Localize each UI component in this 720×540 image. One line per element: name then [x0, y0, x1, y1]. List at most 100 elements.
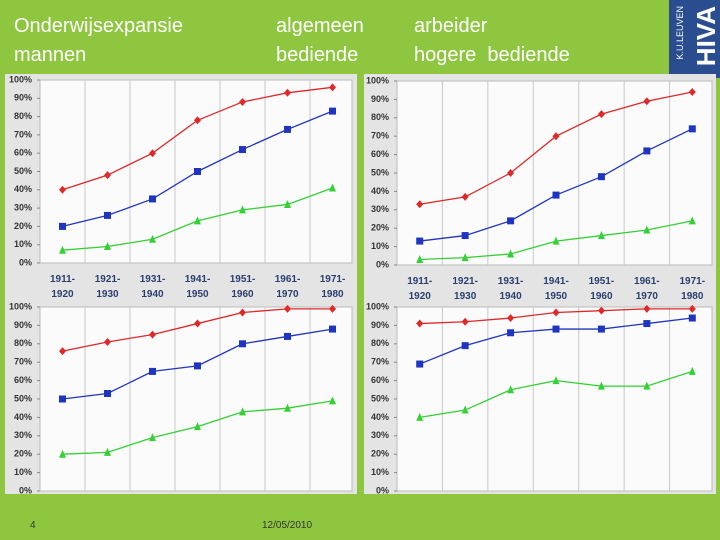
- marker: [329, 83, 336, 92]
- y-tick-label: 90%: [371, 320, 389, 330]
- plot-area: [396, 306, 713, 492]
- marker: [688, 216, 696, 225]
- y-tick-label: 40%: [14, 184, 32, 194]
- y-tick-label: 10%: [14, 467, 32, 477]
- marker: [104, 337, 111, 346]
- plot-area: [39, 306, 353, 492]
- marker: [597, 110, 605, 119]
- slide-title: Onderwijsexpansie mannen: [14, 12, 183, 70]
- marker: [284, 304, 291, 313]
- marker: [59, 222, 66, 230]
- label-line: bediende: [276, 44, 359, 66]
- y-tick-label: 80%: [371, 338, 389, 348]
- y-tick-label: 70%: [371, 131, 389, 141]
- y-tick-label: 30%: [14, 202, 32, 212]
- marker: [416, 200, 424, 209]
- logo: HIVA K.U.LEUVEN: [669, 0, 720, 78]
- marker: [597, 306, 605, 315]
- marker: [552, 132, 560, 141]
- marker: [552, 325, 560, 333]
- marker: [688, 88, 696, 97]
- marker: [688, 366, 696, 375]
- y-tick-label: 20%: [14, 449, 32, 459]
- marker: [643, 225, 651, 234]
- marker: [239, 97, 246, 106]
- label-line: algemeen: [276, 15, 364, 37]
- marker: [59, 347, 66, 356]
- marker: [149, 195, 156, 203]
- marker: [329, 107, 336, 115]
- header-label: algemeen bediende: [276, 12, 364, 70]
- y-tick-label: 80%: [14, 111, 32, 121]
- marker: [329, 304, 336, 313]
- marker: [149, 433, 156, 442]
- marker: [284, 199, 291, 208]
- marker: [507, 249, 515, 258]
- y-tick-label: 0%: [19, 257, 32, 267]
- marker: [239, 146, 246, 154]
- x-tick-label: 1961-1970: [634, 276, 660, 302]
- marker: [284, 88, 291, 97]
- marker: [329, 396, 336, 405]
- marker: [507, 169, 515, 177]
- x-tick-label: 1951-1960: [229, 274, 256, 300]
- y-tick-label: 50%: [371, 393, 389, 403]
- marker: [104, 389, 111, 397]
- page-number: 4: [30, 520, 36, 531]
- marker: [461, 405, 469, 414]
- marker: [194, 319, 201, 328]
- y-tick-label: 10%: [371, 467, 389, 477]
- marker: [194, 362, 201, 370]
- marker: [239, 407, 246, 416]
- marker: [194, 116, 201, 125]
- marker: [194, 422, 201, 431]
- label-line: arbeider: [414, 15, 488, 37]
- marker: [59, 245, 66, 254]
- x-tick-label: 1941-1950: [543, 276, 569, 302]
- title-line: Onderwijsexpansie: [14, 15, 183, 37]
- x-tick-label: 1921-1930: [452, 276, 478, 302]
- y-tick-label: 50%: [14, 393, 32, 403]
- marker: [416, 237, 424, 245]
- y-tick-label: 70%: [371, 357, 389, 367]
- y-tick-label: 30%: [14, 430, 32, 440]
- marker: [461, 342, 469, 350]
- marker: [416, 412, 424, 421]
- x-tick-label: 1951-1960: [588, 276, 615, 302]
- y-tick-label: 100%: [366, 301, 389, 311]
- y-tick-label: 20%: [371, 449, 389, 459]
- marker: [643, 320, 651, 328]
- x-tick-label: 1911-1920: [407, 276, 433, 302]
- y-tick-label: 20%: [371, 223, 389, 233]
- x-tick-label: 1961-1970: [274, 274, 301, 300]
- title-line: mannen: [14, 44, 87, 66]
- y-tick-label: 60%: [371, 149, 389, 159]
- y-tick-label: 70%: [14, 357, 32, 367]
- y-tick-label: 80%: [14, 338, 32, 348]
- marker: [149, 367, 156, 375]
- marker: [284, 332, 291, 340]
- x-tick-label: 1971-1980: [319, 274, 346, 300]
- marker: [329, 183, 336, 192]
- marker: [194, 216, 201, 225]
- marker: [284, 403, 291, 412]
- y-tick-label: 60%: [371, 375, 389, 385]
- y-tick-label: 50%: [14, 166, 32, 176]
- marker: [149, 234, 156, 243]
- marker: [149, 149, 156, 158]
- x-tick-label: 1911-1920: [49, 274, 76, 300]
- header-label: arbeider hogere bediende: [414, 12, 570, 70]
- x-tick-label: 1941-1950: [184, 274, 211, 300]
- y-tick-label: 80%: [371, 112, 389, 122]
- marker: [507, 314, 515, 323]
- x-tick-label: 1931-1940: [497, 276, 524, 302]
- marker: [552, 308, 560, 317]
- marker: [688, 125, 696, 133]
- marker: [416, 254, 424, 263]
- y-tick-label: 60%: [14, 375, 32, 385]
- marker: [416, 360, 424, 368]
- y-tick-label: 0%: [376, 259, 389, 269]
- marker: [149, 330, 156, 339]
- marker: [194, 168, 201, 175]
